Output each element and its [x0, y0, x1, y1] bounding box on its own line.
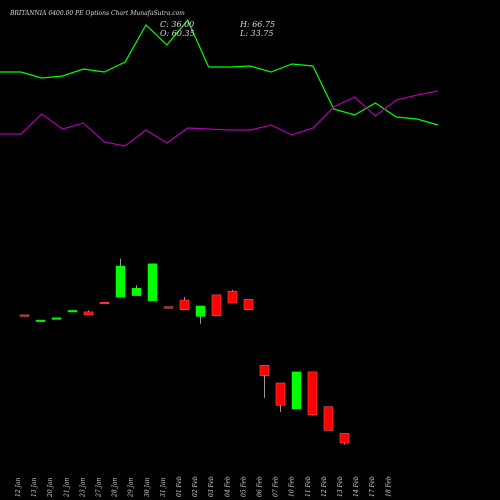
candle [211, 294, 222, 316]
candle-body-up [51, 317, 62, 320]
x-tick-label: 21 Jan [63, 477, 70, 498]
x-tick-label: 10 Feb [289, 476, 296, 497]
candle [35, 319, 46, 322]
x-tick-label: 11 Feb [305, 476, 312, 497]
x-tick-label: 30 Jan [144, 477, 151, 497]
indicator-lines [0, 18, 439, 147]
candle-body-down [83, 311, 94, 316]
candle [51, 317, 62, 320]
candle-body-down [243, 299, 254, 310]
indicator-line-green [0, 18, 439, 126]
candle [179, 297, 190, 310]
candle-body-down [259, 364, 270, 376]
candle [163, 306, 174, 309]
open-value: O: 60.35 [160, 29, 195, 38]
x-tick-label: 27 Jan [96, 477, 103, 498]
x-tick-label: 14 Feb [353, 476, 360, 497]
high-value: H: 66.75 [240, 20, 276, 29]
candles [19, 258, 350, 445]
candle-body-up [147, 263, 158, 302]
x-tick-label: 03 Feb [208, 476, 215, 497]
candle-body-down [99, 302, 110, 305]
chart-title: BRITANNIA 6400.00 PE Options Chart Munaf… [10, 10, 185, 17]
candle [307, 371, 318, 416]
x-axis-labels: 12 Jan 13 Jan 20 Jan 21 Jan 23 Jan 27 Jan 28 J… [15, 476, 392, 498]
candle [67, 310, 78, 313]
x-tick-label: 13 Feb [337, 476, 344, 497]
candle [339, 433, 350, 445]
low-value: L: 33.75 [240, 29, 274, 38]
x-tick-label: 12 Jan [15, 477, 22, 497]
candle [195, 305, 206, 324]
candle [259, 364, 270, 398]
x-tick-label: 18 Feb [385, 476, 392, 497]
candle-body-up [115, 265, 126, 298]
candle [115, 258, 126, 298]
candle-body-up [35, 319, 46, 322]
candle [275, 382, 286, 412]
candle [227, 289, 238, 304]
x-tick-label: 12 Feb [321, 476, 328, 497]
candle-body-down [19, 314, 30, 317]
x-tick-label: 02 Feb [192, 476, 199, 497]
candle-body-down [179, 299, 190, 310]
candle-body-down [227, 290, 238, 304]
candle [291, 371, 302, 410]
candle [131, 285, 142, 296]
candle [323, 406, 334, 431]
x-tick-label: 06 Feb [257, 476, 264, 497]
x-tick-label: 05 Feb [240, 476, 247, 497]
candle-body-up [195, 305, 206, 317]
x-tick-label: 17 Feb [369, 476, 376, 497]
x-tick-label: 07 Feb [273, 476, 280, 497]
x-tick-label: 29 Jan [128, 477, 135, 498]
candle-body-up [291, 371, 302, 410]
candle-body-up [67, 310, 78, 313]
x-tick-label: 20 Jan [47, 477, 54, 498]
candle-body-down [275, 382, 286, 406]
candle [19, 314, 30, 317]
candle-body-down [307, 371, 318, 416]
candle-body-down [211, 294, 222, 316]
x-tick-label: 23 Jan [79, 477, 86, 498]
candle [83, 310, 94, 316]
candle [243, 299, 254, 310]
candle [147, 263, 158, 302]
x-tick-label: 04 Feb [224, 476, 231, 497]
candle-body-down [163, 306, 174, 309]
indicator-line-purple [0, 90, 439, 147]
candle [99, 302, 110, 305]
candle-body-up [131, 287, 142, 296]
x-tick-label: 31 Jan [160, 477, 167, 497]
x-tick-label: 28 Jan [112, 477, 119, 498]
x-tick-label: 13 Jan [31, 477, 38, 497]
candle-body-down [339, 433, 350, 444]
x-tick-label: 01 Feb [176, 476, 183, 497]
close-value: C: 36.00 [160, 20, 195, 29]
candle-body-down [323, 406, 334, 431]
